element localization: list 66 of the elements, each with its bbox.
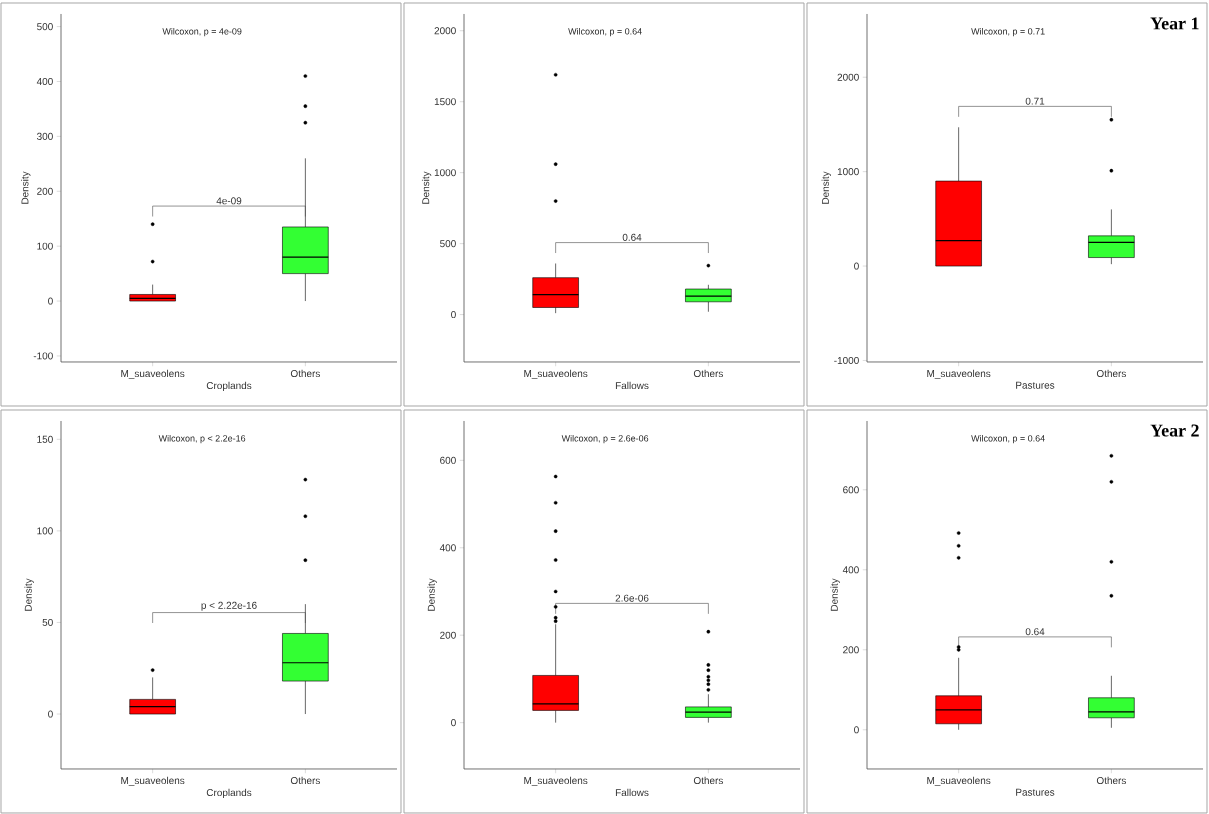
chart-title: Year 1 [1150, 17, 1199, 30]
y-tick-label: 2000 [837, 73, 859, 81]
y-tick-label: 600 [440, 456, 456, 464]
y-tick-label: -100 [33, 352, 53, 360]
y-tick-label: 0 [48, 297, 53, 305]
x-tick-label: M_suaveolens [927, 369, 991, 379]
y-tick-label: 0 [451, 719, 456, 727]
y-tick-label: 50 [42, 618, 53, 626]
chart-title: Year 2 [1150, 424, 1199, 437]
annotation: Wilcoxon, p = 0.64 [971, 434, 1045, 444]
y-tick-label: 100 [37, 242, 53, 250]
y-tick-label: 200 [843, 646, 859, 654]
x-tick-label: M_suaveolens [121, 369, 185, 379]
y-axis-title: Density [421, 171, 432, 204]
annotation: 4e-09 [216, 197, 242, 205]
x-axis-title: Croplands [206, 381, 252, 392]
y-tick-label: 100 [37, 527, 53, 535]
y-tick-label: 0 [451, 311, 456, 319]
annotation: Wilcoxon, p = 0.64 [568, 27, 642, 37]
x-tick-label: Others [1096, 369, 1126, 378]
y-tick-label: 1000 [837, 168, 859, 176]
annotation: p < 2.22e-16 [201, 601, 257, 611]
x-tick-label: M_suaveolens [524, 369, 588, 379]
y-tick-label: 0 [854, 262, 859, 270]
annotation: Wilcoxon, p = 4e-09 [162, 27, 242, 37]
x-tick-label: Others [693, 369, 723, 378]
x-tick-label: Others [1096, 776, 1126, 785]
y-axis-title: Density [830, 578, 840, 611]
x-tick-label: M_suaveolens [927, 776, 991, 786]
y-axis-title: Density [21, 171, 31, 204]
y-tick-label: 2000 [434, 27, 456, 35]
y-tick-label: 600 [843, 486, 859, 494]
y-axis-title: Density [427, 578, 437, 611]
y-tick-label: 400 [842, 566, 859, 574]
y-tick-label: 500 [37, 23, 53, 31]
x-tick-label: Others [290, 776, 320, 785]
y-tick-label: 0 [48, 710, 53, 718]
annotation: 0.64 [1025, 628, 1045, 636]
x-axis-title: Fallows [615, 788, 649, 797]
annotation: Wilcoxon, p = 0.71 [971, 27, 1045, 37]
annotation: 0.71 [1025, 97, 1045, 105]
y-tick-label: 1000 [434, 169, 456, 177]
x-tick-label: Others [693, 776, 723, 785]
y-tick-label: 500 [440, 240, 456, 248]
y-axis-title: Density [24, 578, 34, 611]
annotation: 0.64 [622, 233, 642, 241]
y-tick-label: 400 [439, 544, 456, 552]
y-tick-label: 1500 [434, 98, 456, 106]
annotation: 2.6e-06 [615, 594, 649, 602]
x-axis-title: Pastures [1016, 381, 1055, 389]
annotation: Wilcoxon, p = 2.6e-06 [561, 434, 649, 444]
y-tick-label: 150 [37, 435, 53, 443]
y-tick-label: 200 [37, 187, 53, 195]
y-tick-label: 200 [440, 631, 456, 639]
x-tick-label: Others [290, 369, 320, 378]
y-tick-label: 300 [36, 132, 53, 140]
y-tick-label: -1000 [834, 356, 859, 364]
y-tick-label: 0 [854, 726, 859, 734]
x-axis-title: Pastures [1016, 788, 1055, 796]
annotation: Wilcoxon, p < 2.2e-16 [158, 434, 246, 444]
x-axis-title: Croplands [206, 788, 252, 799]
x-tick-label: M_suaveolens [524, 776, 588, 786]
y-tick-label: 400 [36, 77, 53, 86]
y-axis-title: Density [821, 171, 831, 204]
x-axis-title: Fallows [615, 381, 649, 390]
x-tick-label: M_suaveolens [121, 776, 185, 786]
